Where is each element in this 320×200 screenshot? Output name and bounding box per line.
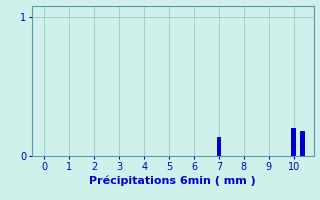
Bar [300, 131, 305, 156]
Bar [217, 137, 221, 156]
Bar [292, 128, 296, 156]
X-axis label: Précipitations 6min ( mm ): Précipitations 6min ( mm ) [89, 176, 256, 186]
